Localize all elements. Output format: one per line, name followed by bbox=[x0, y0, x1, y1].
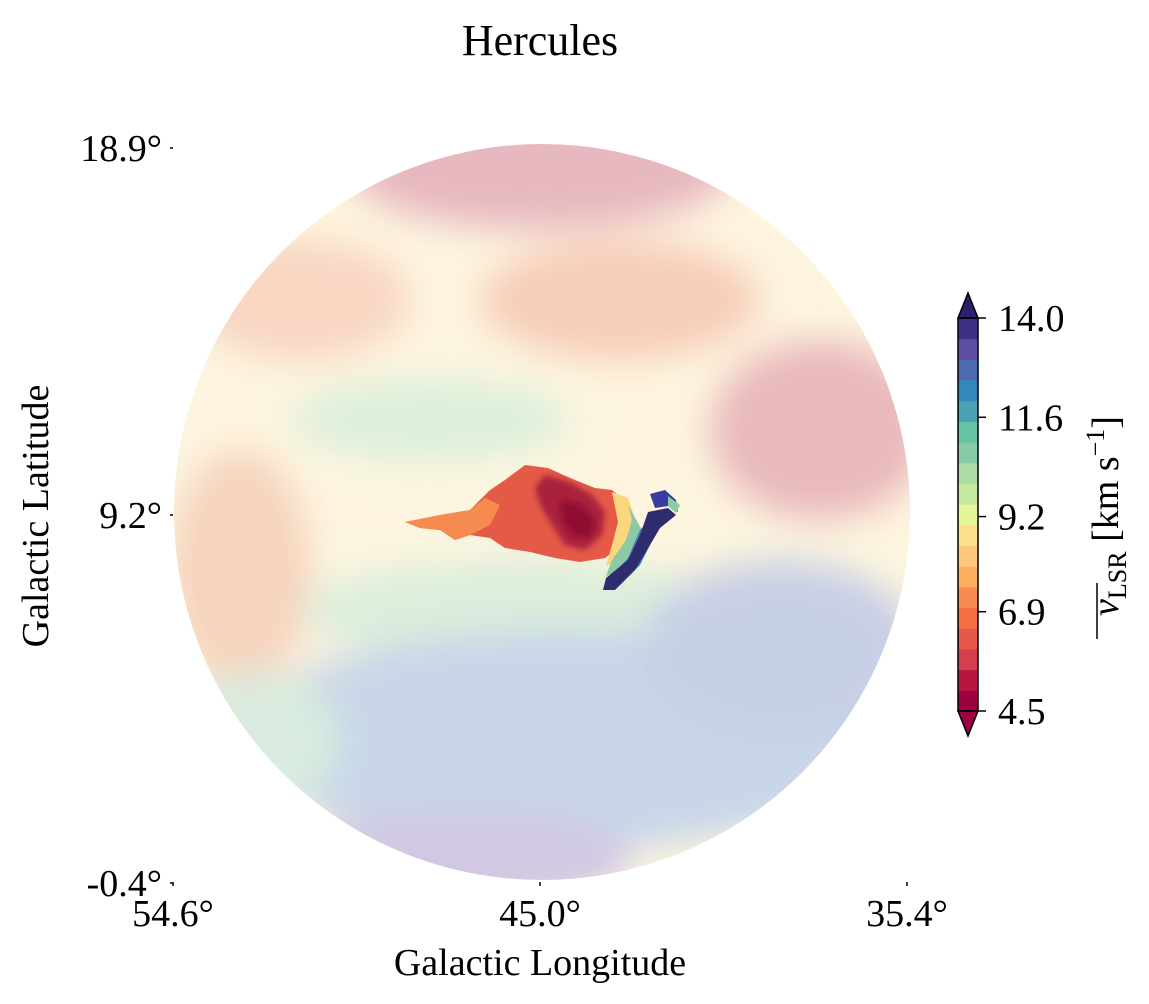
colorbar-band bbox=[958, 483, 978, 505]
colorbar-band bbox=[958, 566, 978, 588]
field-patches bbox=[174, 144, 910, 880]
y-tick-label: 9.2° bbox=[99, 495, 162, 537]
tail-gradient-green bbox=[606, 505, 642, 576]
colorbar-band bbox=[958, 586, 978, 609]
colorbar-band bbox=[958, 524, 978, 547]
y-tick-label: 18.9° bbox=[80, 128, 162, 170]
colorbar-tick-label: 9.2 bbox=[998, 497, 1046, 539]
colorbar-band bbox=[958, 545, 978, 567]
colorbar-label-var: v bbox=[1085, 599, 1127, 616]
colorbar-label: vLSR [km s−1] bbox=[1081, 416, 1132, 616]
colorbar-band bbox=[958, 359, 978, 381]
colorbar-extend-bottom bbox=[956, 710, 980, 739]
tail-top-green bbox=[668, 496, 680, 513]
colorbar-band bbox=[958, 318, 978, 340]
colorbar-band bbox=[958, 504, 978, 526]
colorbar-band bbox=[958, 628, 978, 650]
y-tick-label: -0.4° bbox=[87, 863, 162, 905]
chart-title: Hercules bbox=[462, 16, 618, 65]
x-axis: 54.6° 45.0° 35.4° Galactic Longitude bbox=[132, 882, 948, 984]
colorbar-band bbox=[958, 338, 978, 360]
x-tick-label: 35.4° bbox=[866, 893, 948, 935]
colorbar-band bbox=[958, 380, 978, 402]
tail-gradient-yellow bbox=[606, 492, 634, 566]
colorbar-label-exp: −1 bbox=[1081, 429, 1110, 457]
colorbar-label-sub: LSR bbox=[1103, 551, 1132, 599]
colorbar-band bbox=[958, 462, 978, 484]
heatmap-field bbox=[174, 144, 910, 880]
colorbar: 4.5 6.9 9.2 11.6 14.0 vLSR [km s−1] bbox=[956, 290, 1132, 739]
y-axis-label: Galactic Latitude bbox=[15, 385, 57, 648]
colorbar-tick-label: 14.0 bbox=[998, 298, 1065, 340]
colorbar-band bbox=[958, 607, 978, 629]
cloud-orange-fringe bbox=[405, 498, 500, 540]
colorbar-band bbox=[958, 690, 978, 712]
x-axis-label: Galactic Longitude bbox=[394, 942, 686, 984]
colorbar-tick-label: 4.5 bbox=[998, 691, 1046, 733]
colorbar-band bbox=[958, 400, 978, 422]
colorbar-tick-label: 11.6 bbox=[998, 397, 1063, 439]
colorbar-label-units: [km s bbox=[1085, 456, 1127, 542]
x-tick-label: 45.0° bbox=[499, 893, 581, 935]
colorbar-extend-top bbox=[956, 290, 980, 319]
colorbar-band bbox=[958, 442, 978, 464]
colorbar-tick-label: 6.9 bbox=[998, 592, 1046, 634]
x-tick-label: 54.6° bbox=[132, 893, 214, 935]
colorbar-ticks: 4.5 6.9 9.2 11.6 14.0 bbox=[978, 298, 1065, 733]
colorbar-band bbox=[958, 421, 978, 443]
colorbar-bands bbox=[958, 318, 978, 712]
colorbar-band bbox=[958, 669, 978, 691]
colorbar-band bbox=[958, 648, 978, 671]
y-axis: 18.9° 9.2° -0.4° Galactic Latitude bbox=[15, 128, 173, 905]
colorbar-frame bbox=[957, 317, 979, 712]
cloud-core-deep bbox=[560, 500, 595, 538]
colorbar-label-close: ] bbox=[1085, 416, 1127, 429]
tail-dark bbox=[603, 508, 676, 590]
cloud-feature bbox=[405, 465, 680, 590]
